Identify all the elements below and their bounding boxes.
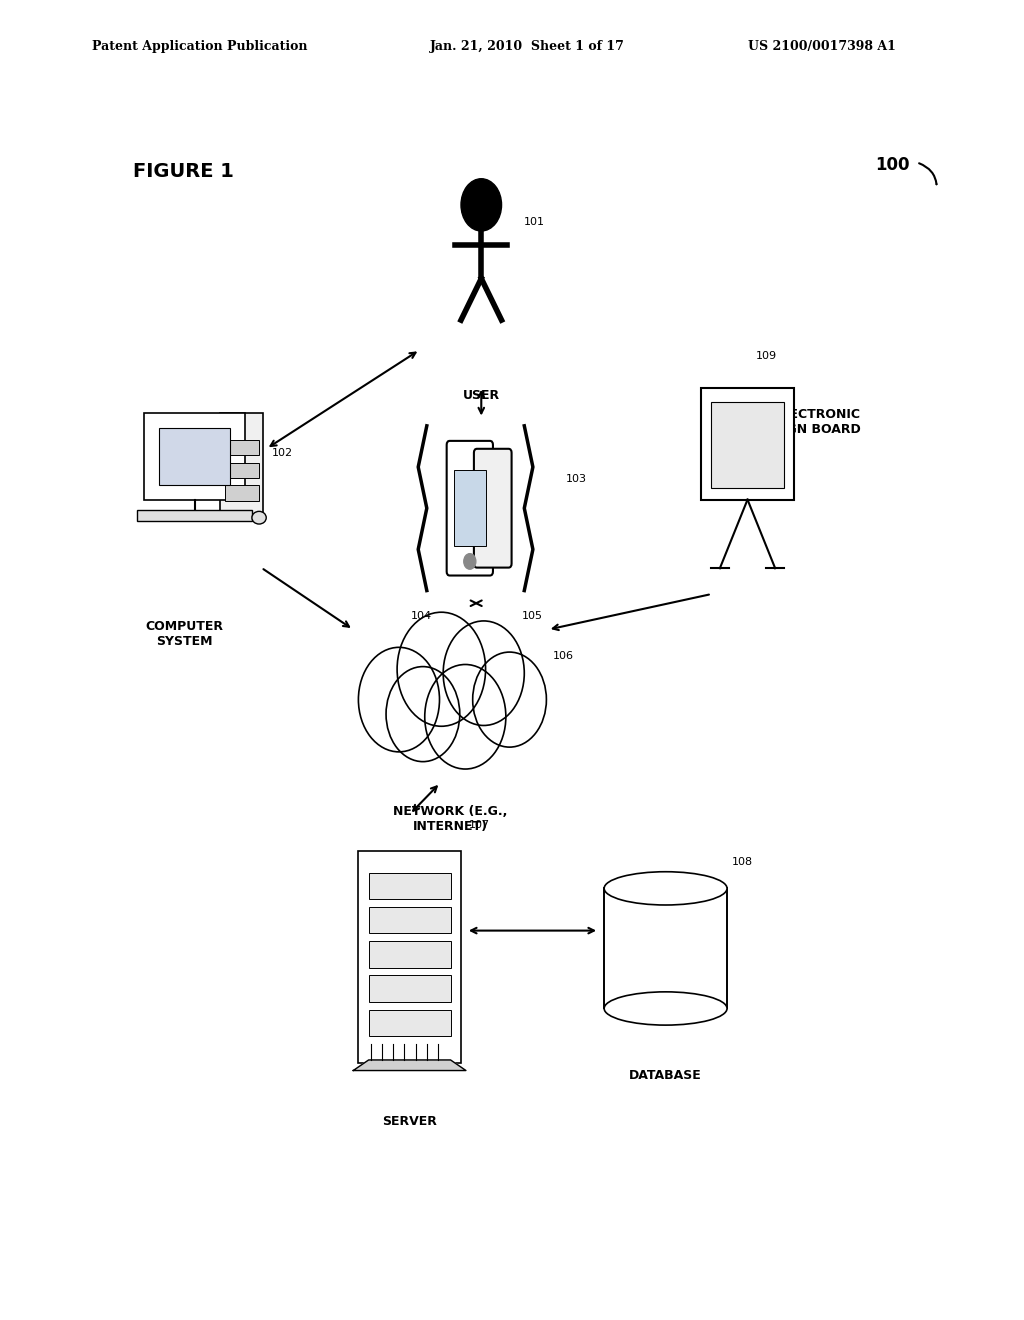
Circle shape	[464, 553, 476, 569]
Text: DATABASE: DATABASE	[629, 1069, 702, 1082]
FancyBboxPatch shape	[369, 1010, 451, 1036]
FancyBboxPatch shape	[474, 449, 512, 568]
Text: 102: 102	[271, 447, 293, 458]
Circle shape	[386, 667, 460, 762]
FancyBboxPatch shape	[358, 851, 461, 1063]
FancyBboxPatch shape	[224, 462, 259, 478]
Text: 109: 109	[756, 351, 777, 362]
Ellipse shape	[604, 871, 727, 906]
FancyBboxPatch shape	[701, 388, 794, 500]
Text: 108: 108	[732, 857, 754, 867]
Text: Patent Application Publication: Patent Application Publication	[92, 40, 307, 53]
Text: 104: 104	[412, 611, 432, 622]
FancyBboxPatch shape	[604, 888, 727, 1008]
FancyBboxPatch shape	[220, 413, 263, 516]
Circle shape	[461, 178, 502, 231]
Text: 107: 107	[469, 820, 490, 830]
Text: NETWORK (E.G.,
INTERNET): NETWORK (E.G., INTERNET)	[393, 805, 508, 833]
Text: 101: 101	[524, 216, 546, 227]
Text: USER: USER	[463, 389, 500, 403]
FancyBboxPatch shape	[369, 975, 451, 1002]
Text: 103: 103	[566, 474, 588, 484]
Text: US 2100/0017398 A1: US 2100/0017398 A1	[748, 40, 895, 53]
Text: COMPUTER
SYSTEM: COMPUTER SYSTEM	[145, 620, 223, 648]
Text: Jan. 21, 2010  Sheet 1 of 17: Jan. 21, 2010 Sheet 1 of 17	[430, 40, 625, 53]
FancyBboxPatch shape	[160, 428, 229, 484]
Polygon shape	[353, 1060, 466, 1071]
FancyBboxPatch shape	[454, 470, 485, 546]
Circle shape	[358, 647, 439, 752]
Circle shape	[443, 620, 524, 726]
FancyBboxPatch shape	[369, 907, 451, 933]
FancyBboxPatch shape	[446, 441, 493, 576]
Ellipse shape	[252, 511, 266, 524]
Text: 105: 105	[522, 611, 543, 622]
Circle shape	[425, 664, 506, 770]
FancyBboxPatch shape	[144, 413, 245, 500]
Text: 100: 100	[876, 156, 910, 174]
FancyBboxPatch shape	[224, 440, 259, 455]
Text: FIGURE 1: FIGURE 1	[133, 162, 234, 181]
FancyBboxPatch shape	[369, 941, 451, 968]
FancyBboxPatch shape	[137, 510, 252, 521]
Text: 106: 106	[553, 651, 574, 661]
FancyBboxPatch shape	[369, 873, 451, 899]
Text: ELECTRONIC
SIGN BOARD: ELECTRONIC SIGN BOARD	[773, 408, 861, 437]
Circle shape	[473, 652, 547, 747]
Ellipse shape	[604, 991, 727, 1026]
Text: SERVER: SERVER	[382, 1115, 437, 1129]
Circle shape	[397, 612, 485, 726]
FancyBboxPatch shape	[711, 401, 784, 487]
FancyArrowPatch shape	[920, 164, 937, 185]
FancyBboxPatch shape	[224, 486, 259, 500]
